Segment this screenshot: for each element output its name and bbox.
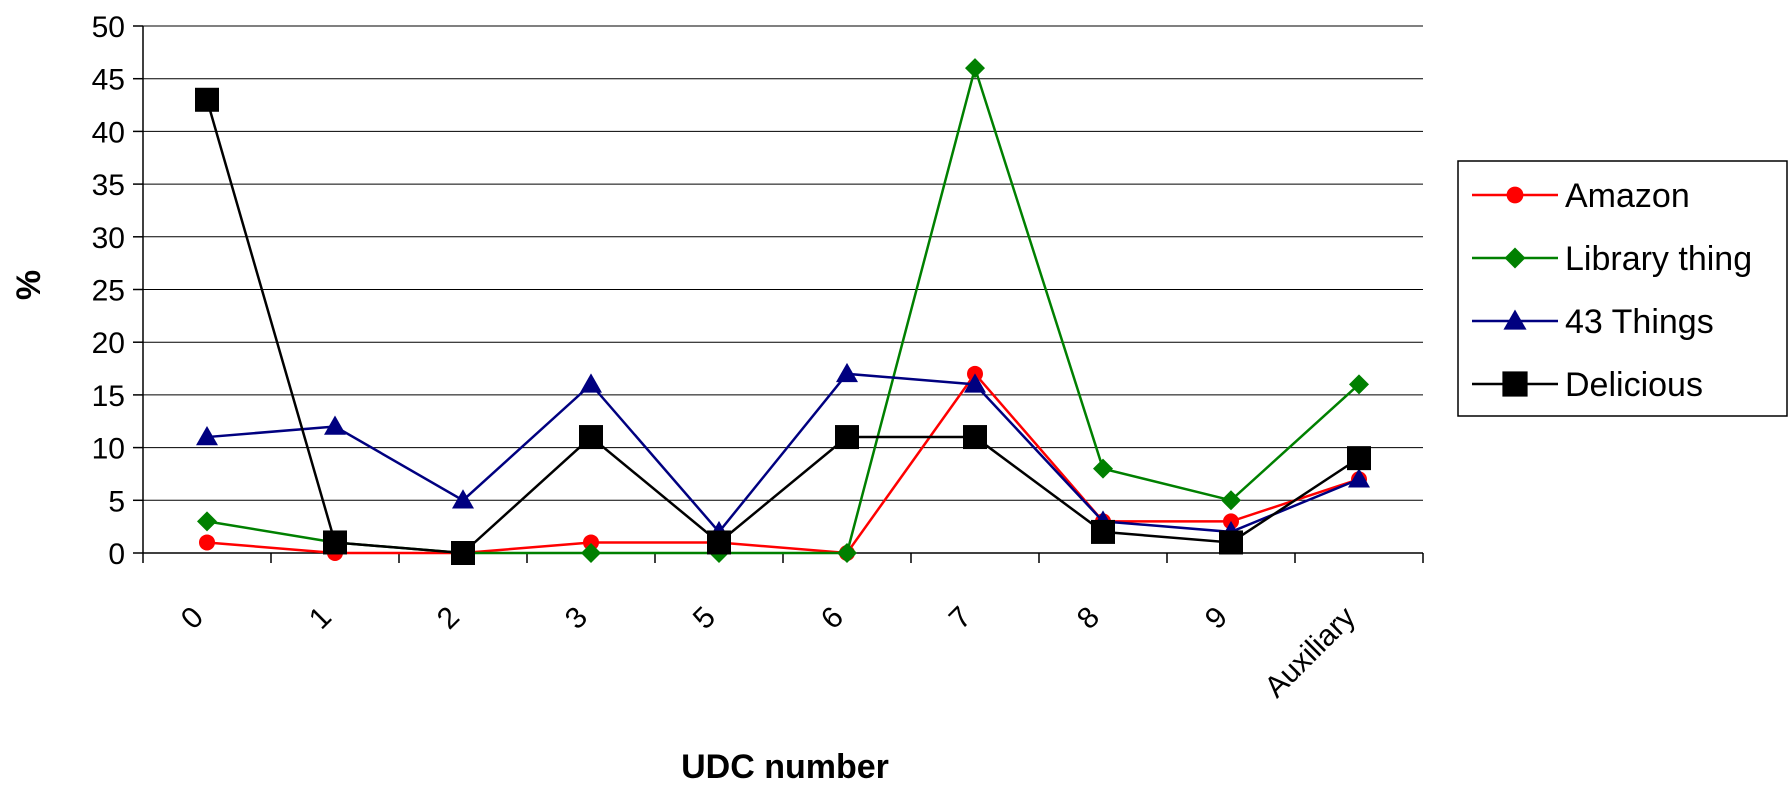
series-43-things bbox=[196, 362, 1370, 541]
data-point bbox=[197, 511, 217, 532]
series-library-thing bbox=[197, 58, 1369, 563]
data-point bbox=[837, 543, 857, 563]
x-tick-label: 0 bbox=[175, 601, 210, 636]
data-point bbox=[323, 530, 347, 555]
y-tick-label: 25 bbox=[92, 275, 125, 308]
y-tick-label: 30 bbox=[92, 222, 125, 255]
data-point bbox=[1221, 490, 1241, 511]
data-point bbox=[707, 530, 731, 555]
x-axis-title: UDC number bbox=[681, 748, 889, 786]
data-point bbox=[196, 426, 218, 446]
legend-item: Library thing bbox=[1472, 240, 1752, 278]
data-point bbox=[963, 425, 987, 450]
data-point bbox=[452, 489, 474, 509]
x-tick-label: 1 bbox=[303, 601, 338, 636]
x-tick-label: 6 bbox=[815, 601, 850, 636]
data-point bbox=[1093, 458, 1113, 479]
series-line bbox=[206, 371, 1360, 555]
data-point bbox=[583, 534, 599, 551]
data-point bbox=[1347, 446, 1371, 471]
data-point bbox=[1349, 374, 1369, 395]
legend-label: Library thing bbox=[1565, 240, 1752, 278]
legend-label: 43 Things bbox=[1565, 303, 1714, 341]
x-tick-label: 5 bbox=[687, 601, 722, 636]
series-delicious bbox=[195, 87, 1371, 565]
legend-item: 43 Things bbox=[1472, 303, 1714, 341]
data-point bbox=[1091, 519, 1115, 544]
legend-label: Amazon bbox=[1565, 177, 1690, 215]
series-line bbox=[206, 372, 1360, 534]
legend-label: Delicious bbox=[1565, 366, 1703, 404]
data-point bbox=[580, 373, 602, 393]
x-tick-label: 8 bbox=[1071, 601, 1106, 636]
x-tick-label: Auxiliary bbox=[1258, 601, 1362, 705]
data-point bbox=[835, 425, 859, 450]
data-point bbox=[324, 415, 346, 435]
data-point bbox=[195, 87, 219, 112]
series-line bbox=[205, 99, 1360, 555]
data-point bbox=[1219, 530, 1243, 555]
legend-item: Delicious bbox=[1472, 366, 1703, 404]
y-tick-label: 5 bbox=[108, 485, 125, 518]
data-point bbox=[1502, 371, 1528, 397]
gridlines bbox=[143, 25, 1423, 501]
series-line bbox=[206, 63, 1360, 555]
x-tick-label: 9 bbox=[1199, 601, 1234, 636]
x-tick-label: 3 bbox=[559, 601, 594, 636]
legend-item: Amazon bbox=[1472, 177, 1690, 215]
data-point bbox=[579, 425, 603, 450]
y-axis-title: % bbox=[10, 270, 48, 300]
y-tick-label: 50 bbox=[92, 11, 125, 44]
y-tick-label: 15 bbox=[92, 380, 125, 413]
x-tick-label: 7 bbox=[943, 601, 978, 636]
legend: Amazon Library thing 43 Things Delicious bbox=[1457, 160, 1788, 417]
y-tick-label: 20 bbox=[92, 327, 125, 360]
data-point bbox=[1503, 309, 1527, 330]
y-tick-label: 10 bbox=[92, 433, 125, 466]
data-point bbox=[581, 543, 601, 563]
series-group bbox=[195, 58, 1371, 565]
data-point bbox=[1506, 186, 1524, 204]
data-point bbox=[199, 534, 215, 551]
y-tick-label: 35 bbox=[92, 169, 125, 202]
y-tick-label: 0 bbox=[108, 538, 125, 571]
y-axis-ticks: 0 5 10 15 20 25 30 35 40 45 50 bbox=[92, 11, 143, 571]
data-point bbox=[451, 541, 475, 565]
data-point bbox=[964, 373, 986, 393]
data-point bbox=[1348, 468, 1370, 488]
y-tick-label: 45 bbox=[92, 64, 125, 97]
data-point bbox=[965, 58, 985, 79]
data-point bbox=[836, 362, 858, 383]
y-tick-label: 40 bbox=[92, 116, 125, 149]
x-tick-label: 2 bbox=[431, 601, 466, 636]
data-point bbox=[1504, 247, 1526, 269]
x-axis-ticks: 0 1 2 3 5 6 7 8 9 Auxiliary bbox=[142, 553, 1424, 705]
